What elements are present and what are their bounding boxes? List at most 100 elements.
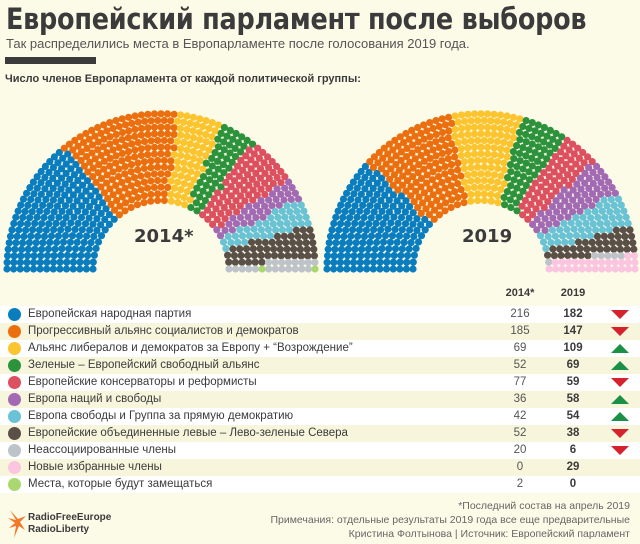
seat-dot	[522, 159, 530, 167]
seat-dot	[574, 144, 582, 152]
seat-dot	[227, 183, 235, 191]
seat-dot	[252, 214, 260, 222]
seat-dot	[213, 215, 221, 224]
seat-dot	[460, 192, 468, 200]
seat-dot	[208, 133, 216, 141]
seat-dot	[417, 232, 426, 240]
seat-dot	[214, 189, 222, 197]
seat-dot	[451, 125, 459, 134]
seat-dot	[536, 232, 545, 240]
seat-dot	[245, 265, 253, 273]
seat-dot	[288, 214, 296, 222]
seat-dot	[224, 232, 232, 240]
seat-dot	[265, 184, 273, 192]
seat-dot	[369, 196, 377, 204]
seat-dot	[422, 205, 430, 213]
seat-dot	[396, 265, 404, 273]
seat-dot	[164, 183, 172, 191]
seat-dot	[389, 202, 397, 210]
seat-dot	[229, 245, 237, 253]
seat-dot	[391, 136, 399, 144]
seat-dot	[299, 226, 307, 234]
seat-dot	[242, 245, 251, 253]
seat-dot	[392, 160, 400, 169]
seat-dot	[343, 252, 352, 260]
seat-dot	[430, 206, 439, 214]
seat-dot	[174, 199, 182, 207]
seat-dot	[405, 135, 413, 143]
seat-dot	[560, 176, 568, 185]
seat-dot	[611, 189, 619, 197]
legend-row: Европейские консерваторы и реформисты 77 5…	[0, 374, 640, 391]
seat-dot	[242, 160, 250, 169]
seat-dot	[558, 133, 566, 141]
seat-dot	[426, 154, 434, 162]
seat-dot	[36, 265, 44, 273]
seat-dot	[303, 245, 311, 253]
seats-2014: 185	[510, 325, 530, 337]
seat-dot	[397, 156, 405, 164]
seat-dot	[504, 174, 512, 182]
seat-dot	[100, 189, 108, 197]
seat-dot	[545, 141, 554, 149]
seat-dot	[124, 190, 132, 198]
seat-dot	[454, 118, 462, 126]
seat-dot	[239, 166, 247, 174]
seat-dot	[370, 153, 378, 161]
seat-dot	[342, 226, 350, 234]
seat-dot	[571, 265, 580, 273]
seat-dot	[614, 195, 623, 203]
seat-dot	[235, 172, 243, 180]
hemicycle-2014	[3, 110, 319, 273]
seat-dot	[332, 213, 340, 221]
seat-dot	[183, 188, 191, 196]
seat-dot	[286, 208, 294, 216]
seat-dot	[150, 110, 159, 118]
seat-dot	[448, 140, 456, 148]
seat-dot	[252, 202, 261, 210]
seat-dot	[347, 232, 355, 240]
seat-dot	[535, 199, 543, 207]
seat-dot	[50, 153, 59, 161]
seat-dot	[167, 157, 175, 165]
seat-dot	[69, 181, 77, 189]
seat-dot	[27, 195, 35, 204]
seat-dot	[425, 211, 433, 219]
seat-dot	[470, 183, 478, 191]
seat-dot	[402, 129, 410, 138]
seat-dot	[624, 265, 632, 273]
seat-dot	[470, 123, 479, 131]
seat-dot	[260, 159, 268, 167]
seat-dot	[271, 258, 279, 266]
seat-dot	[490, 110, 498, 118]
seat-dot	[51, 245, 59, 253]
seat-dot	[177, 151, 185, 160]
seat-dot	[23, 252, 32, 260]
seat-dot	[390, 213, 398, 221]
legend-swatch	[8, 393, 21, 406]
seat-dot	[189, 113, 197, 121]
seat-dot	[434, 173, 443, 181]
seat-dot	[100, 157, 108, 165]
seat-dot	[337, 201, 345, 209]
seat-dot	[385, 208, 393, 216]
seat-dot	[247, 219, 255, 227]
seat-dot	[493, 158, 502, 166]
seat-dot	[4, 245, 12, 253]
seat-dot	[350, 252, 358, 260]
group-name: Европа свободы и Группа за прямую демокр…	[28, 410, 294, 422]
seat-dot	[91, 155, 99, 163]
seat-dot	[244, 251, 252, 260]
seat-dot	[604, 265, 613, 273]
seat-dot	[361, 162, 369, 170]
seat-dot	[542, 178, 550, 186]
seat-dot	[264, 258, 273, 266]
seat-dot	[100, 143, 108, 151]
seat-dot	[526, 176, 534, 184]
seat-dot	[500, 180, 508, 188]
seat-dot	[369, 163, 377, 172]
seat-dot	[82, 265, 90, 273]
seat-dot	[457, 131, 465, 139]
seat-dot	[90, 198, 98, 206]
group-name: Новые избранные члены	[28, 461, 162, 473]
